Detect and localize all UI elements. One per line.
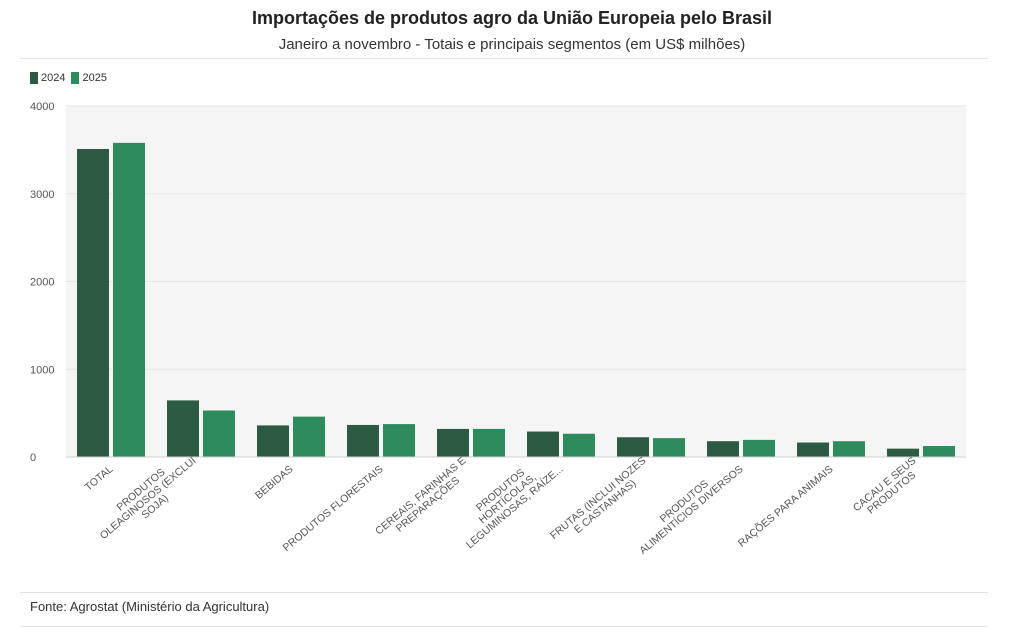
bottom-divider <box>20 592 988 593</box>
x-tick-label: CEREAIS, FARINHAS EPREPARAÇÕES <box>373 455 475 546</box>
x-tick-label: BEBIDAS <box>253 463 296 501</box>
x-tick-label: CACAU E SEUSPRODUTOS <box>851 455 926 523</box>
x-tick-label: PRODUTOSOLEAGINOSOS (EXCLUISOJA) <box>91 446 206 550</box>
bar-2024-4[interactable] <box>437 428 469 457</box>
bar-2025-5[interactable] <box>563 433 595 457</box>
bar-2024-9[interactable] <box>887 448 919 457</box>
bar-chart: 0 1000 2000 3000 4000 TOTALPRODUTOSOLEAGINOSO… <box>30 101 966 557</box>
x-tick-label: PRODUTOSALIMENTÍCIOS DIVERSOS <box>630 455 745 557</box>
bar-2024-2[interactable] <box>257 425 289 457</box>
source-note: Fonte: Agrostat (Ministério da Agricultu… <box>30 599 270 614</box>
footer-divider <box>20 626 988 627</box>
legend-item-2025[interactable]: 2025 <box>71 72 107 84</box>
bar-2024-7[interactable] <box>707 441 739 457</box>
bar-2024-0[interactable] <box>77 148 109 457</box>
bar-2024-6[interactable] <box>617 437 649 457</box>
y-tick-label: 4000 <box>30 101 54 113</box>
legend-item-2024[interactable]: 2024 <box>30 72 65 84</box>
bar-2025-1[interactable] <box>203 410 235 457</box>
bar-2024-3[interactable] <box>347 424 379 457</box>
bar-2025-2[interactable] <box>293 416 325 457</box>
x-tick-label: PRODUTOSHORTÍCOLAS,LEGUMINOSAS, RAÍZE... <box>450 446 566 551</box>
legend-swatch-2025 <box>71 72 80 84</box>
x-tick-label: TOTAL <box>83 463 116 493</box>
bar-2025-7[interactable] <box>743 439 775 457</box>
bar-2025-8[interactable] <box>833 441 865 457</box>
bar-2025-9[interactable] <box>923 446 955 457</box>
x-tick-label: RAÇÕES PARA ANIMAIS <box>735 462 835 549</box>
bar-2024-1[interactable] <box>167 400 199 457</box>
legend-swatch-2024 <box>30 72 38 84</box>
y-tick-label: 0 <box>30 452 36 464</box>
x-tick-label: PRODUTOS FLORESTAIS <box>281 463 386 554</box>
legend-label-2024: 2024 <box>41 72 66 84</box>
bar-2024-8[interactable] <box>797 442 829 457</box>
y-tick-label: 3000 <box>30 189 54 201</box>
bar-2025-6[interactable] <box>653 438 685 457</box>
y-tick-label: 2000 <box>30 277 54 289</box>
bar-2024-5[interactable] <box>527 431 559 457</box>
top-divider <box>20 58 988 59</box>
y-tick-label: 1000 <box>30 364 54 376</box>
chart-title: Importações de produtos agro da União Eu… <box>251 8 773 28</box>
legend-label-2025: 2025 <box>82 72 107 84</box>
bar-2025-4[interactable] <box>473 428 505 457</box>
bar-2025-0[interactable] <box>113 142 145 458</box>
bar-2025-3[interactable] <box>383 424 415 457</box>
chart-subtitle: Janeiro a novembro - Totais e principais… <box>278 36 746 53</box>
legend: 2024 2025 <box>30 72 113 84</box>
x-tick-label: FRUTAS (INCLUI NOZESE CASTANHAS) <box>548 455 656 550</box>
